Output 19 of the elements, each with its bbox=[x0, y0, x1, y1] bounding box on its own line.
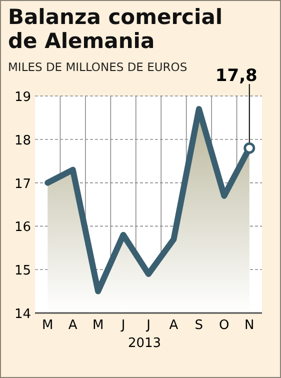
y-tick-label: 16 bbox=[14, 220, 31, 236]
x-tick-label: M bbox=[92, 318, 104, 333]
x-tick-label: A bbox=[68, 318, 78, 333]
chart-title: Balanza comercial de Alemania bbox=[8, 5, 223, 53]
y-tick-label: 15 bbox=[14, 264, 31, 279]
x-axis-title: 2013 bbox=[128, 336, 162, 351]
y-tick-label: 14 bbox=[14, 307, 31, 322]
data-label: 17,8 bbox=[215, 66, 258, 86]
y-tick-label: 18 bbox=[14, 133, 31, 148]
y-tick-label: 17 bbox=[14, 176, 31, 192]
x-tick-label: A bbox=[169, 318, 178, 333]
y-tick-label: 19 bbox=[14, 90, 31, 105]
x-tick-label: S bbox=[194, 318, 204, 333]
x-tick-label: J bbox=[146, 318, 150, 333]
x-tick-label: O bbox=[219, 318, 230, 333]
x-tick-label: M bbox=[42, 318, 54, 333]
x-tick-label: J bbox=[120, 318, 126, 333]
chart-subtitle: MILES DE MILLONES DE EUROS bbox=[8, 60, 188, 74]
x-tick-label: N bbox=[244, 318, 254, 333]
